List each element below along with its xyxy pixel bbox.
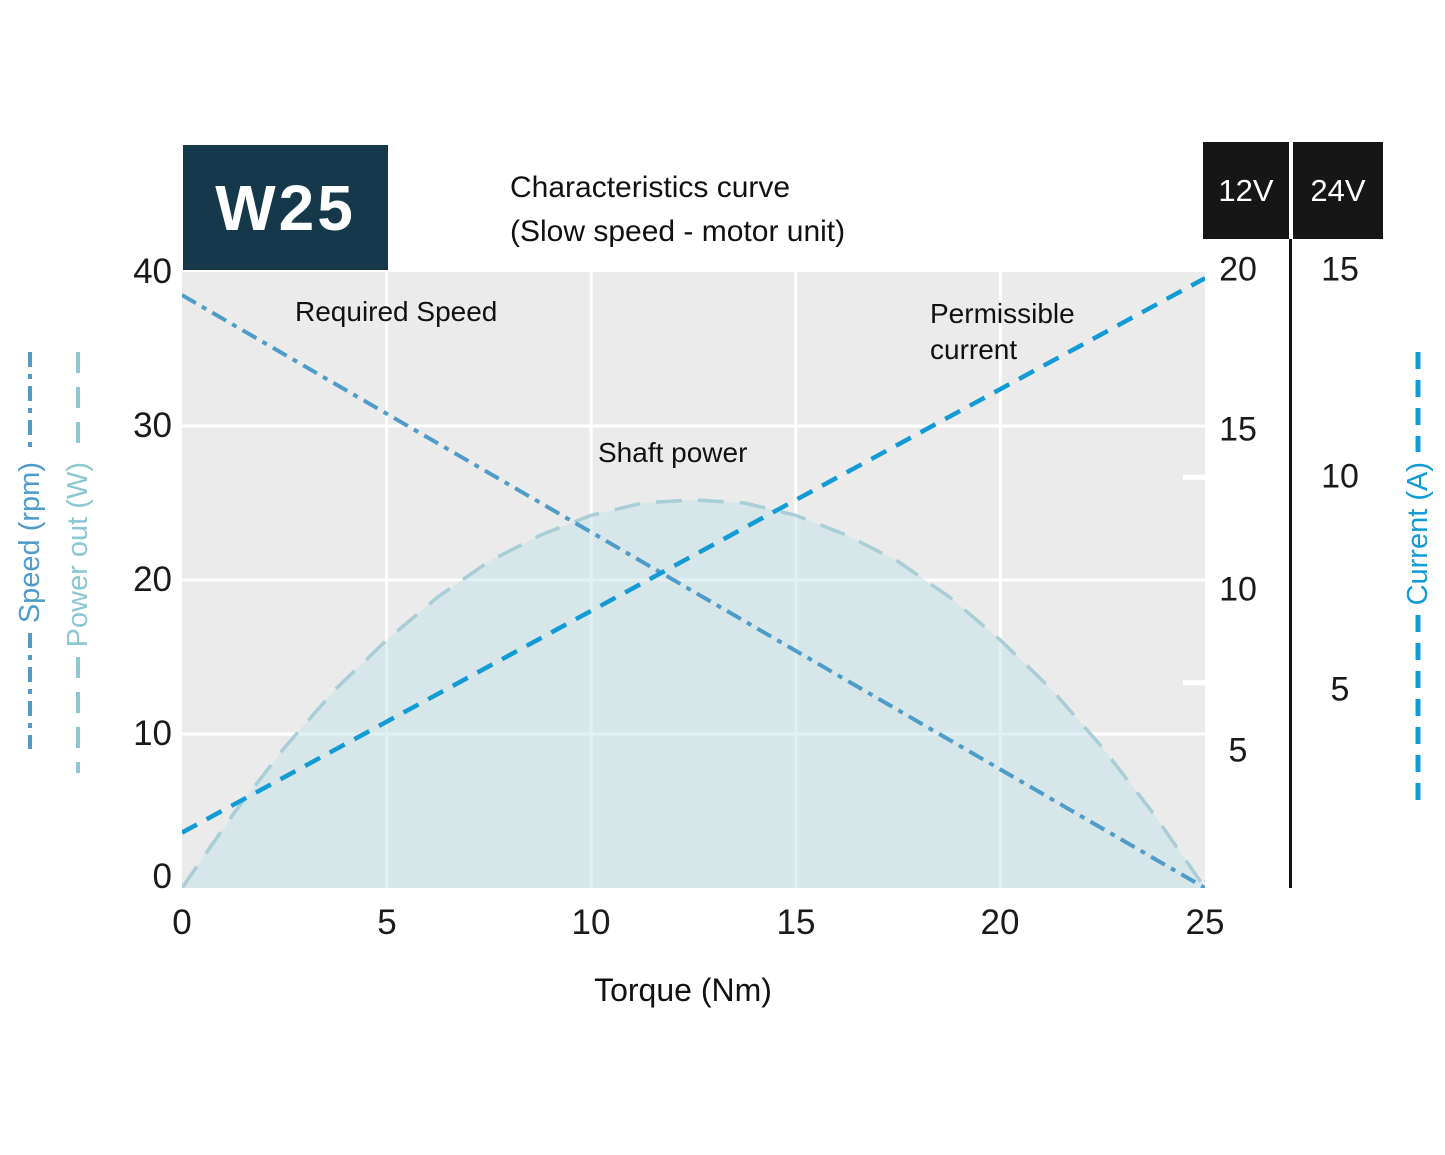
right-axis-12v-tick: 20 bbox=[1219, 250, 1257, 289]
current-line-style-icon bbox=[1415, 352, 1421, 452]
right-axis-24v-tick: 15 bbox=[1321, 250, 1359, 289]
current-axis-legend: Current (A) bbox=[1397, 352, 1439, 806]
x-axis-tick: 5 bbox=[377, 903, 397, 942]
permissible-current-annotation: Permissible current bbox=[930, 298, 1075, 365]
right-axis-12v-tick: 10 bbox=[1219, 570, 1257, 609]
y-axis-tick: 20 bbox=[133, 560, 172, 599]
y-axis-tick: 0 bbox=[152, 857, 172, 896]
speed-axis-legend: Speed (rpm) bbox=[9, 352, 51, 750]
speed-line-style-icon bbox=[28, 352, 32, 452]
current-line-style-icon bbox=[1415, 615, 1421, 806]
voltage-scale-divider bbox=[1289, 239, 1292, 888]
current-axis-label: Current (A) bbox=[1401, 462, 1434, 606]
right-axis-24v-tick: 10 bbox=[1321, 457, 1359, 496]
x-axis-title: Torque (Nm) bbox=[594, 972, 772, 1008]
voltage-badge-24v: 24V bbox=[1293, 142, 1383, 239]
right-axis-12v-tick: 15 bbox=[1219, 410, 1257, 449]
chart-title-line2: (Slow speed - motor unit) bbox=[510, 215, 846, 248]
power-axis-legend: Power out (W) bbox=[57, 352, 99, 774]
voltage-badge-12v: 12V bbox=[1203, 142, 1289, 239]
right-axis-24v-tick: 5 bbox=[1330, 670, 1350, 709]
chart-title-line1: Characteristics curve bbox=[510, 171, 791, 204]
chart-canvas bbox=[182, 272, 1205, 888]
speed-axis-label: Speed (rpm) bbox=[13, 462, 46, 624]
y-axis-tick: 30 bbox=[133, 406, 172, 445]
required-speed-annotation: Required Speed bbox=[295, 296, 498, 327]
power-line-style-icon bbox=[76, 657, 80, 774]
x-axis-tick: 25 bbox=[1185, 903, 1225, 942]
power-axis-label: Power out (W) bbox=[61, 462, 94, 648]
y-axis-tick: 40 bbox=[133, 252, 172, 291]
plot-area: Required Speed Permissible current Shaft… bbox=[182, 272, 1205, 888]
x-axis-tick: 10 bbox=[571, 903, 611, 942]
x-axis-tick: 15 bbox=[776, 903, 816, 942]
power-line-style-icon bbox=[76, 352, 80, 452]
y-axis-tick: 10 bbox=[133, 714, 172, 753]
right-axis-12v-tick: 5 bbox=[1228, 731, 1248, 770]
speed-line-style-icon bbox=[28, 633, 32, 750]
chart-title: Characteristics curve (Slow speed - moto… bbox=[510, 166, 845, 254]
shaft-power-annotation: Shaft power bbox=[598, 437, 748, 468]
model-badge: W25 bbox=[183, 145, 388, 270]
x-axis-tick: 20 bbox=[980, 903, 1020, 942]
x-axis-tick: 0 bbox=[172, 903, 192, 942]
